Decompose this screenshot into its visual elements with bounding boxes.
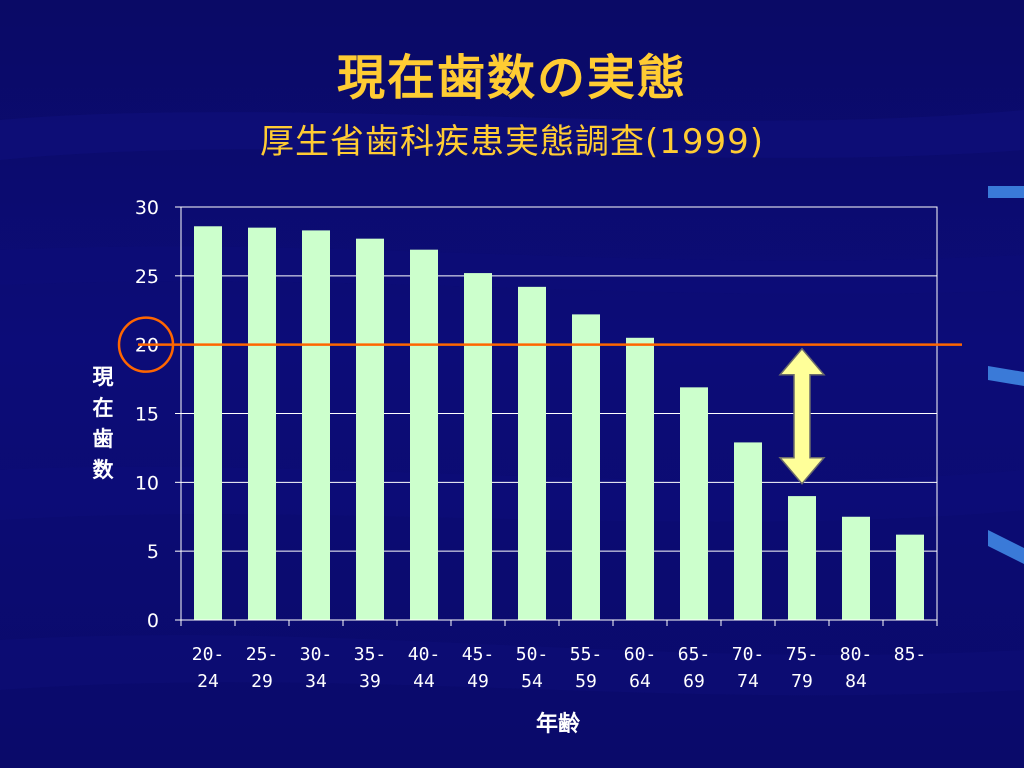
slide-subtitle: 厚生省歯科疾患実態調査(1999) [259, 122, 765, 162]
decorative-stripe [988, 530, 1024, 564]
bar [464, 273, 492, 620]
bar [680, 387, 708, 620]
y-tick-label: 5 [147, 541, 159, 563]
bar [410, 249, 438, 620]
x-tick-label: 65-69 [678, 644, 711, 692]
x-tick-label: 35-39 [354, 644, 387, 692]
x-tick-labels: 20-24 25-29 30-34 35-39 40-44 45-49 50-54 55-59… [192, 644, 927, 692]
bars-layer [194, 226, 924, 621]
x-tick-label: 40-44 [408, 644, 441, 692]
bar [626, 337, 654, 620]
y-tick-label: 15 [135, 404, 159, 426]
x-axis-label: 年齢 [535, 712, 580, 737]
x-tick-label: 55-59 [570, 644, 603, 692]
y-tick-label: 25 [135, 266, 159, 288]
annotations [117, 316, 962, 485]
y-axis-label: 現在歯数 [92, 365, 114, 482]
decorative-stripe [988, 186, 1024, 198]
x-tick-label: 25-29 [246, 644, 279, 692]
bar [194, 226, 222, 621]
grid-layer [181, 206, 937, 552]
y-tick-label: 30 [135, 197, 159, 219]
bar [788, 496, 816, 620]
bar [896, 534, 924, 620]
y-tick-label: 10 [135, 472, 159, 494]
highlight-circle [117, 316, 175, 373]
bar [518, 286, 546, 620]
double-arrow-icon [778, 347, 826, 485]
slide-title: 現在歯数の実態 [336, 50, 687, 106]
axes-layer [175, 206, 938, 626]
x-tick-label: 20-24 [192, 644, 225, 692]
x-tick-label: 75-79 [786, 644, 819, 692]
decorative-stripe [988, 366, 1024, 386]
bar [248, 227, 276, 620]
x-tick-label: 85- [894, 644, 927, 665]
x-tick-label: 80-84 [840, 644, 873, 692]
x-tick-label: 45-49 [462, 644, 495, 692]
bar [356, 238, 384, 620]
x-tick-label: 70-74 [732, 644, 765, 692]
bar [842, 516, 870, 620]
bar [572, 314, 600, 620]
y-tick-label: 0 [147, 610, 159, 632]
bar [302, 230, 330, 621]
x-tick-label: 60-64 [624, 644, 657, 692]
bar [734, 442, 762, 620]
x-tick-label: 50-54 [516, 644, 549, 692]
x-tick-label: 30-34 [300, 644, 333, 692]
